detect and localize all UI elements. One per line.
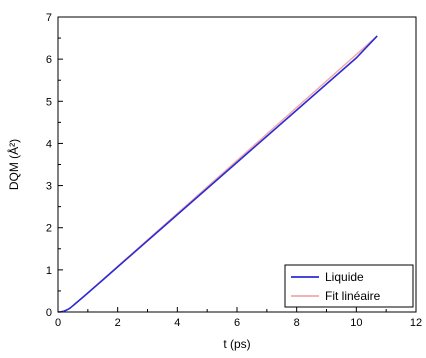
x-axis-title: t (ps) [223,337,250,351]
y-axis-title: DQM (Å²) [6,139,21,190]
y-axis-ticks: 0 1 2 3 4 5 6 7 [46,12,63,319]
y-tick-label: 0 [46,307,52,319]
y-tick-label: 2 [46,223,52,235]
x-tick-label: 12 [410,317,422,329]
x-tick-label: 4 [174,317,180,329]
y-tick-label: 5 [46,96,52,108]
y-tick-label: 4 [46,138,52,150]
y-tick-label: 1 [46,265,52,277]
legend-label-fit-lineaire: Fit linéaire [325,289,381,303]
legend-box [284,264,414,308]
y-tick-label: 3 [46,181,52,193]
x-tick-label: 2 [115,317,121,329]
x-tick-label: 6 [234,317,240,329]
series-line-liquide [57,35,378,313]
x-axis-ticks: 0 2 4 6 8 10 12 [55,307,422,329]
legend-label-liquide: Liquide [325,270,364,284]
x-tick-label: 0 [55,317,61,329]
x-tick-label: 8 [294,317,300,329]
legend: Liquide Fit linéaire [284,264,414,308]
series-layer [57,35,378,313]
x-tick-label: 10 [350,317,362,329]
y-tick-label: 7 [46,12,52,24]
y-tick-label: 6 [46,54,52,66]
